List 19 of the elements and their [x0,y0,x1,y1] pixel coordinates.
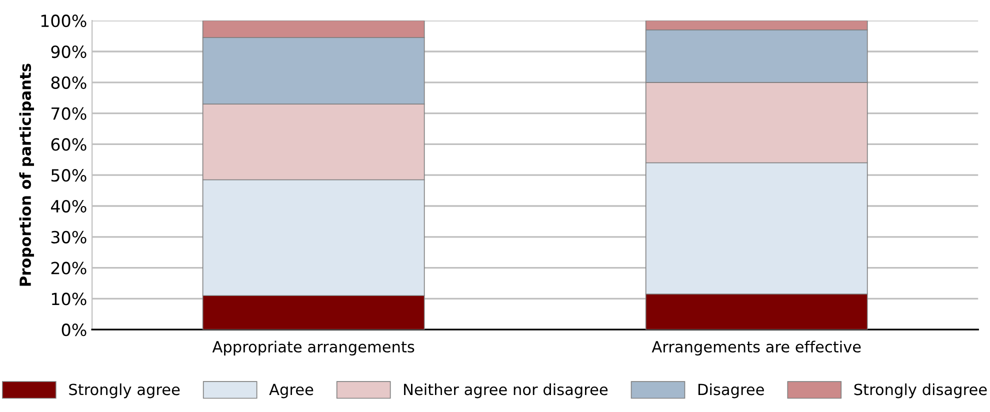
y-tick-label: 100% [41,14,86,28]
y-tick-label: 0% [62,324,86,336]
x-tick-label: Appropriate arrangements [212,340,414,356]
y-tick-label: 60% [51,138,86,151]
y-tick-label: 80% [51,76,86,89]
legend-label: Disagree [698,383,764,398]
y-tick-label: 10% [52,292,86,306]
y-tick-label: 70% [52,107,86,120]
legend-label: Neither agree nor disagree [404,383,608,398]
y-tick-label: 20% [51,262,86,274]
y-tick-label: 90% [51,45,86,58]
y-axis-title: Proportion of participants [19,64,34,286]
legend-label: Strongly disagree [854,383,987,398]
legend-label: Agree [269,384,314,398]
y-tick-label: 50% [51,169,86,182]
y-tick-label: 40% [50,200,86,213]
x-tick-label: Arrangements are effective [652,340,861,356]
y-tick-label: 30% [51,230,86,244]
legend-label: Strongly agree [69,383,180,398]
